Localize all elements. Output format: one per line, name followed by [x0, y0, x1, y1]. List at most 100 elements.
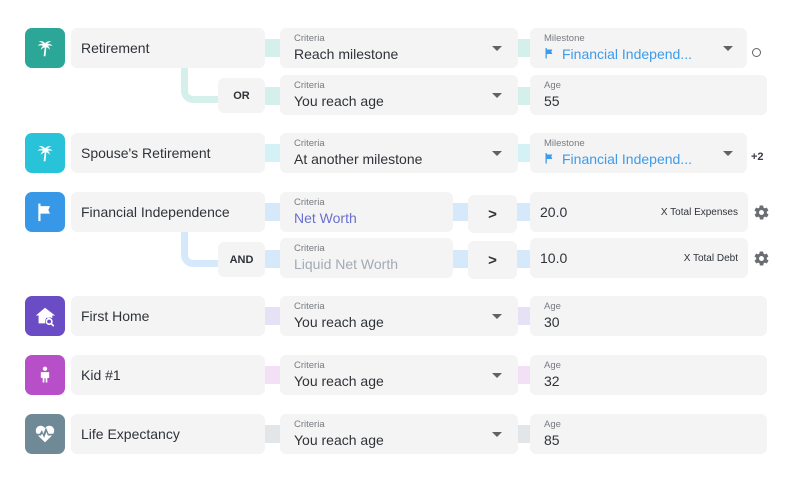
- connector: [517, 250, 530, 268]
- milestone-name-life-expectancy[interactable]: Life Expectancy: [71, 414, 265, 454]
- criteria-label: Criteria: [294, 138, 325, 149]
- retirement-icon-tile: [25, 28, 65, 68]
- connector: [453, 250, 468, 268]
- extra-count-badge[interactable]: +2: [751, 151, 764, 163]
- milestone-select-retirement[interactable]: Milestone Financial Independ...: [530, 28, 747, 68]
- criteria-label: Criteria: [294, 33, 325, 44]
- connector: [517, 203, 530, 221]
- milestone-name-label: Life Expectancy: [81, 426, 180, 442]
- criteria-value: Net Worth: [294, 210, 357, 226]
- connector: [265, 425, 280, 443]
- extra-count-text: +2: [751, 151, 764, 163]
- financial-independence-icon-tile: [25, 192, 65, 232]
- criteria-select-kid[interactable]: Criteria You reach age: [280, 355, 518, 395]
- milestone-label: Milestone: [544, 138, 585, 149]
- age-label: Age: [544, 80, 561, 91]
- age-input-first-home[interactable]: Age 30: [530, 296, 767, 336]
- chevron-down-icon: [723, 46, 733, 51]
- chevron-down-icon: [492, 151, 502, 156]
- threshold-value: 20.0: [540, 204, 568, 220]
- connector: [265, 366, 280, 384]
- criteria-value: You reach age: [294, 373, 384, 389]
- chevron-down-icon: [492, 46, 502, 51]
- criteria-value: You reach age: [294, 432, 384, 448]
- age-label: Age: [544, 419, 561, 430]
- connector: [265, 39, 280, 57]
- age-value: 30: [544, 314, 560, 330]
- milestone-name-financial-independence[interactable]: Financial Independence: [71, 192, 265, 232]
- circle-toggle-icon[interactable]: [752, 48, 761, 57]
- comparison-operator[interactable]: >: [468, 241, 517, 279]
- criteria-label: Criteria: [294, 243, 325, 254]
- chevron-down-icon: [492, 373, 502, 378]
- child-icon: [35, 365, 55, 385]
- gear-icon[interactable]: [753, 250, 770, 272]
- criteria-select-financial-independence-and[interactable]: Criteria Liquid Net Worth: [280, 238, 453, 278]
- criteria-value: At another milestone: [294, 151, 423, 167]
- connector: [518, 366, 530, 384]
- criteria-value: Reach milestone: [294, 46, 399, 62]
- threshold-input[interactable]: 10.0 X Total Debt: [530, 238, 748, 278]
- chevron-down-icon: [492, 93, 502, 98]
- criteria-select-financial-independence[interactable]: Criteria Net Worth: [280, 192, 453, 232]
- milestone-name-label: Financial Independence: [81, 204, 230, 220]
- gear-icon[interactable]: [753, 204, 770, 226]
- milestone-select-spouse-retirement[interactable]: Milestone Financial Independ...: [530, 133, 747, 173]
- life-expectancy-icon-tile: [25, 414, 65, 454]
- threshold-input[interactable]: 20.0 X Total Expenses: [530, 192, 748, 232]
- threshold-unit: X Total Debt: [683, 252, 738, 264]
- criteria-label: Criteria: [294, 301, 325, 312]
- milestone-name-kid[interactable]: Kid #1: [71, 355, 265, 395]
- spouse-retirement-icon-tile: [25, 133, 65, 173]
- criteria-select-retirement-or[interactable]: Criteria You reach age: [280, 75, 518, 115]
- criteria-value: You reach age: [294, 93, 384, 109]
- connector: [265, 203, 280, 221]
- connector: [265, 250, 280, 268]
- palm-tree-icon: [34, 142, 56, 164]
- milestone-value: Financial Independ...: [544, 45, 747, 64]
- criteria-select-retirement[interactable]: Criteria Reach milestone: [280, 28, 518, 68]
- threshold-unit: X Total Expenses: [660, 206, 738, 218]
- milestone-name-label: Retirement: [81, 40, 150, 56]
- milestone-name-label: Spouse's Retirement: [81, 145, 211, 161]
- or-operator: OR: [218, 78, 265, 113]
- flag-icon: [544, 150, 556, 169]
- flag-icon: [35, 202, 55, 222]
- milestone-name-spouse-retirement[interactable]: Spouse's Retirement: [71, 133, 265, 173]
- comparison-operator[interactable]: >: [468, 195, 517, 233]
- connector: [518, 425, 530, 443]
- connector: [453, 203, 468, 221]
- connector-elbow: [181, 232, 218, 267]
- criteria-select-life-expectancy[interactable]: Criteria You reach age: [280, 414, 518, 454]
- criteria-label: Criteria: [294, 419, 325, 430]
- milestone-value-text: Financial Independ...: [562, 151, 692, 167]
- home-search-icon: [34, 305, 56, 327]
- age-value: 32: [544, 373, 560, 389]
- kid-icon-tile: [25, 355, 65, 395]
- operator-label: >: [488, 205, 497, 223]
- age-label: Age: [544, 301, 561, 312]
- connector: [518, 307, 530, 325]
- connector-elbow: [181, 68, 218, 103]
- criteria-label: Criteria: [294, 80, 325, 91]
- criteria-label: Criteria: [294, 360, 325, 371]
- connector: [265, 87, 280, 105]
- milestone-name-label: First Home: [81, 308, 150, 324]
- milestone-name-retirement[interactable]: Retirement: [71, 28, 265, 68]
- age-input-kid[interactable]: Age 32: [530, 355, 767, 395]
- criteria-select-first-home[interactable]: Criteria You reach age: [280, 296, 518, 336]
- chevron-down-icon: [492, 432, 502, 437]
- operator-label: >: [488, 251, 497, 269]
- connector: [265, 144, 280, 162]
- age-input-life-expectancy[interactable]: Age 85: [530, 414, 767, 454]
- and-operator: AND: [218, 242, 265, 277]
- age-input-retirement-or[interactable]: Age 55: [530, 75, 767, 115]
- criteria-select-spouse-retirement[interactable]: Criteria At another milestone: [280, 133, 518, 173]
- milestone-value-text: Financial Independ...: [562, 46, 692, 62]
- age-label: Age: [544, 360, 561, 371]
- age-value: 55: [544, 93, 560, 109]
- milestone-name-first-home[interactable]: First Home: [71, 296, 265, 336]
- or-label: OR: [233, 89, 250, 102]
- palm-tree-icon: [34, 37, 56, 59]
- connector: [518, 144, 530, 162]
